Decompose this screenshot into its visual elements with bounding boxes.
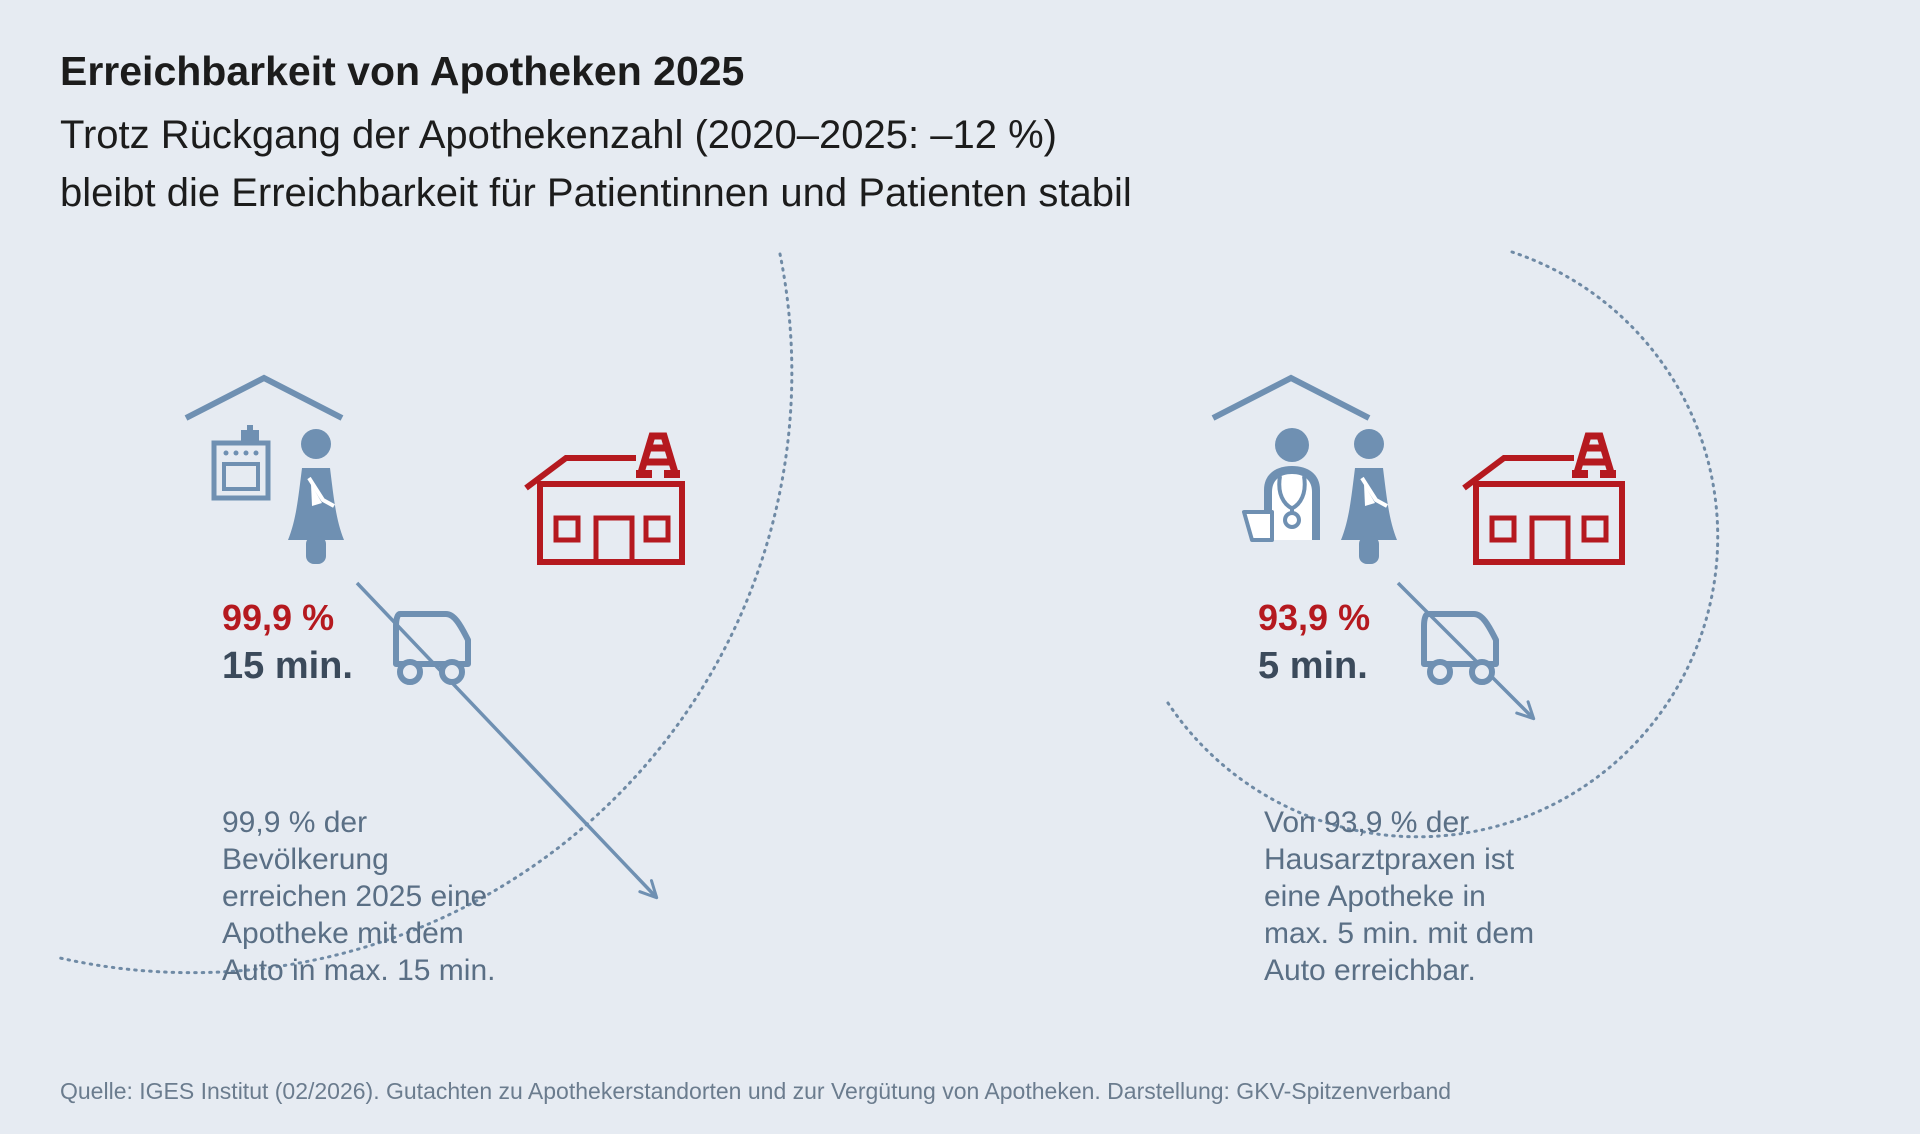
description-line: max. 5 min. mit dem [1264,917,1535,950]
house-roof-icon [184,374,344,421]
house-roof-icon [1211,374,1371,421]
chart-subtitle: Trotz Rückgang der Apothekenzahl (2020–2… [60,106,1132,222]
subtitle-line-2: bleibt die Erreichbarkeit für Patientinn… [60,171,1132,215]
distance-arrow-right [1396,581,1536,721]
person-icon [288,429,344,564]
description-line: Auto in max. 15 min. [222,954,496,987]
description-line: Hausarztpraxen ist [1264,843,1515,876]
description-line: 99,9 % der [222,806,368,839]
chart-title: Erreichbarkeit von Apotheken 2025 [60,48,745,94]
stove-icon [211,425,271,501]
description-line: Bevölkerung [222,843,389,876]
time-value-right: 5 min. [1258,645,1368,687]
pharmacy-icon [524,432,685,565]
doctor-icon [1242,428,1320,542]
description-line: Apotheke mit dem [222,917,464,950]
description-left: 99,9 % der Bevölkerung erreichen 2025 ei… [222,804,495,989]
description-right: Von 93,9 % der Hausarztpraxen ist eine A… [1264,804,1534,989]
pharmacy-icon [1462,432,1625,565]
time-value-left: 15 min. [222,645,353,687]
percent-value-right: 93,9 % [1258,597,1371,638]
person-icon [1341,429,1397,564]
subtitle-line-1: Trotz Rückgang der Apothekenzahl (2020–2… [60,113,1057,157]
source-note: Quelle: IGES Institut (02/2026). Gutacht… [60,1078,1452,1104]
description-line: Von 93,9 % der [1264,806,1470,839]
description-line: erreichen 2025 eine [222,880,488,913]
car-icon [393,611,471,685]
description-line: Auto erreichbar. [1264,954,1476,987]
description-line: eine Apotheke in [1264,880,1486,913]
percent-value-left: 99,9 % [222,597,335,638]
distance-arrow-left [355,581,659,900]
range-circle-right [1164,250,1720,839]
car-icon [1421,611,1499,685]
